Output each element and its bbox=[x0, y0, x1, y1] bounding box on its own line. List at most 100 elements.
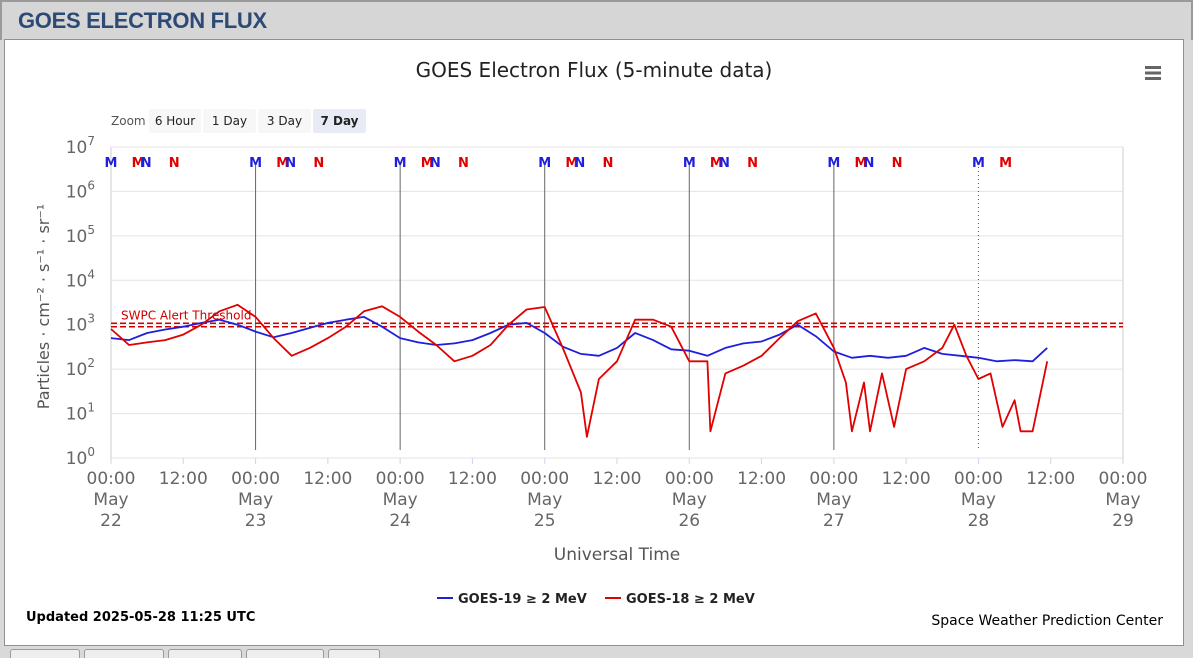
x-tick-time: 12:00 bbox=[1026, 469, 1075, 489]
x-tick-month: May bbox=[383, 490, 418, 510]
x-tick-month: May bbox=[1105, 490, 1140, 510]
x-tick-time: 00:00 bbox=[1099, 469, 1148, 489]
local-time-marker-m: M bbox=[827, 156, 840, 171]
y-tick-label: 102 bbox=[66, 356, 95, 380]
local-time-marker-m: M bbox=[394, 156, 407, 171]
hamburger-menu-icon bbox=[1145, 66, 1161, 80]
zoom-buttons: 6 Hour 1 Day 3 Day 7 Day bbox=[149, 109, 366, 133]
local-time-marker-m: M bbox=[710, 156, 723, 171]
local-time-marker-n: N bbox=[430, 156, 441, 171]
zoom-button-bg[interactable] bbox=[149, 109, 201, 133]
x-tick-month: May bbox=[961, 490, 996, 510]
local-time-marker-m: M bbox=[276, 156, 289, 171]
x-axis-title: Universal Time bbox=[554, 545, 680, 565]
electron-flux-chart: GOES Electron Flux (5-minute data) Zoom … bbox=[26, 58, 1167, 629]
x-tick-time: 00:00 bbox=[231, 469, 280, 489]
local-time-marker-n: N bbox=[285, 156, 296, 171]
zoom-button-label: 7 Day bbox=[320, 114, 358, 128]
local-time-marker-n: N bbox=[719, 156, 730, 171]
x-tick-day: 29 bbox=[1112, 511, 1134, 531]
series-line-goes19[interactable] bbox=[110, 316, 1048, 363]
local-time-marker-n: N bbox=[313, 156, 324, 171]
local-time-marker-m: M bbox=[132, 156, 145, 171]
plot-background bbox=[110, 146, 1124, 459]
x-tick-time: 12:00 bbox=[303, 469, 352, 489]
local-time-marker-m: M bbox=[999, 156, 1012, 171]
local-time-marker-n: N bbox=[574, 156, 585, 171]
local-time-marker-n: N bbox=[892, 156, 903, 171]
local-time-marker-n: N bbox=[169, 156, 180, 171]
series-line-goes18[interactable] bbox=[110, 303, 1049, 438]
x-tick-month: May bbox=[238, 490, 273, 510]
x-tick-time: 00:00 bbox=[87, 469, 136, 489]
local-time-marker-m: M bbox=[565, 156, 578, 171]
zoom-button-label: 1 Day bbox=[212, 114, 247, 128]
zoom-button-label: 3 Day bbox=[267, 114, 302, 128]
local-time-marker-m: M bbox=[538, 156, 551, 171]
y-tick-label: 107 bbox=[66, 134, 95, 158]
y-tick-label: 101 bbox=[66, 401, 95, 425]
x-tick-month: May bbox=[672, 490, 707, 510]
local-time-marker-m: M bbox=[854, 156, 867, 171]
page-header: GOES ELECTRON FLUX bbox=[0, 0, 1193, 40]
x-tick-time: 00:00 bbox=[520, 469, 569, 489]
legend-label-goes19: GOES-19 ≥ 2 MeV bbox=[458, 592, 587, 607]
x-tick-time: 12:00 bbox=[593, 469, 642, 489]
updated-timestamp: Updated 2025-05-28 11:25 UTC bbox=[26, 610, 255, 625]
local-time-marker-n: N bbox=[458, 156, 469, 171]
page-title: GOES ELECTRON FLUX bbox=[18, 8, 267, 33]
x-tick-month: May bbox=[527, 490, 562, 510]
chart-menu-button[interactable] bbox=[1137, 60, 1167, 86]
zoom-button-bg[interactable] bbox=[258, 109, 311, 133]
x-tick-time: 00:00 bbox=[954, 469, 1003, 489]
zoom-button-1-day[interactable]: 1 Day bbox=[203, 109, 256, 133]
zoom-button-6-hour[interactable]: 6 Hour bbox=[149, 109, 201, 133]
local-time-marker-n: N bbox=[747, 156, 758, 171]
legend-item-goes19[interactable]: GOES-19 ≥ 2 MeV bbox=[437, 592, 587, 607]
local-time-marker-m: M bbox=[421, 156, 434, 171]
x-tick-time: 00:00 bbox=[665, 469, 714, 489]
threshold-label: SWPC Alert Threshold bbox=[121, 309, 251, 323]
x-tick-day: 23 bbox=[245, 511, 267, 531]
zoom-button-3-day[interactable]: 3 Day bbox=[258, 109, 311, 133]
chart-title: GOES Electron Flux (5-minute data) bbox=[416, 58, 773, 82]
zoom-button-7-day[interactable]: 7 Day bbox=[313, 109, 366, 133]
x-tick-day: 22 bbox=[100, 511, 122, 531]
local-time-marker-n: N bbox=[141, 156, 152, 171]
zoom-button-label: 6 Hour bbox=[155, 114, 195, 128]
x-tick-month: May bbox=[816, 490, 851, 510]
legend-item-goes18[interactable]: GOES-18 ≥ 2 MeV bbox=[605, 592, 755, 607]
local-time-marker-m: M bbox=[972, 156, 985, 171]
x-tick-time: 12:00 bbox=[737, 469, 786, 489]
bottom-tab-bar bbox=[0, 646, 1193, 658]
legend-label-goes18: GOES-18 ≥ 2 MeV bbox=[626, 592, 755, 607]
y-tick-label: 105 bbox=[66, 223, 95, 247]
credit-text: Space Weather Prediction Center bbox=[931, 613, 1163, 629]
x-tick-day: 27 bbox=[823, 511, 845, 531]
y-tick-label: 103 bbox=[66, 312, 95, 336]
x-tick-day: 24 bbox=[389, 511, 411, 531]
y-tick-label: 104 bbox=[66, 267, 95, 291]
x-tick-time: 12:00 bbox=[159, 469, 208, 489]
y-axis-title: Particles · cm⁻² · s⁻¹ · sr⁻¹ bbox=[34, 204, 53, 409]
y-tick-label: 100 bbox=[66, 445, 95, 469]
x-tick-time: 00:00 bbox=[809, 469, 858, 489]
x-tick-time: 12:00 bbox=[448, 469, 497, 489]
chart-panel: GOES Electron Flux (5-minute data) Zoom … bbox=[4, 39, 1184, 646]
legend: GOES-19 ≥ 2 MeV GOES-18 ≥ 2 MeV bbox=[437, 592, 755, 607]
zoom-button-bg[interactable] bbox=[313, 109, 366, 133]
local-time-marker-m: M bbox=[683, 156, 696, 171]
x-tick-day: 26 bbox=[678, 511, 700, 531]
local-time-marker-n: N bbox=[864, 156, 875, 171]
x-tick-day: 25 bbox=[534, 511, 556, 531]
local-time-marker-m: M bbox=[249, 156, 262, 171]
local-time-marker-n: N bbox=[603, 156, 614, 171]
zoom-button-bg[interactable] bbox=[203, 109, 256, 133]
zoom-label: Zoom bbox=[111, 114, 146, 128]
x-tick-time: 00:00 bbox=[376, 469, 425, 489]
x-tick-time: 12:00 bbox=[882, 469, 931, 489]
x-tick-day: 28 bbox=[968, 511, 990, 531]
y-tick-label: 106 bbox=[66, 178, 95, 202]
x-tick-month: May bbox=[93, 490, 128, 510]
